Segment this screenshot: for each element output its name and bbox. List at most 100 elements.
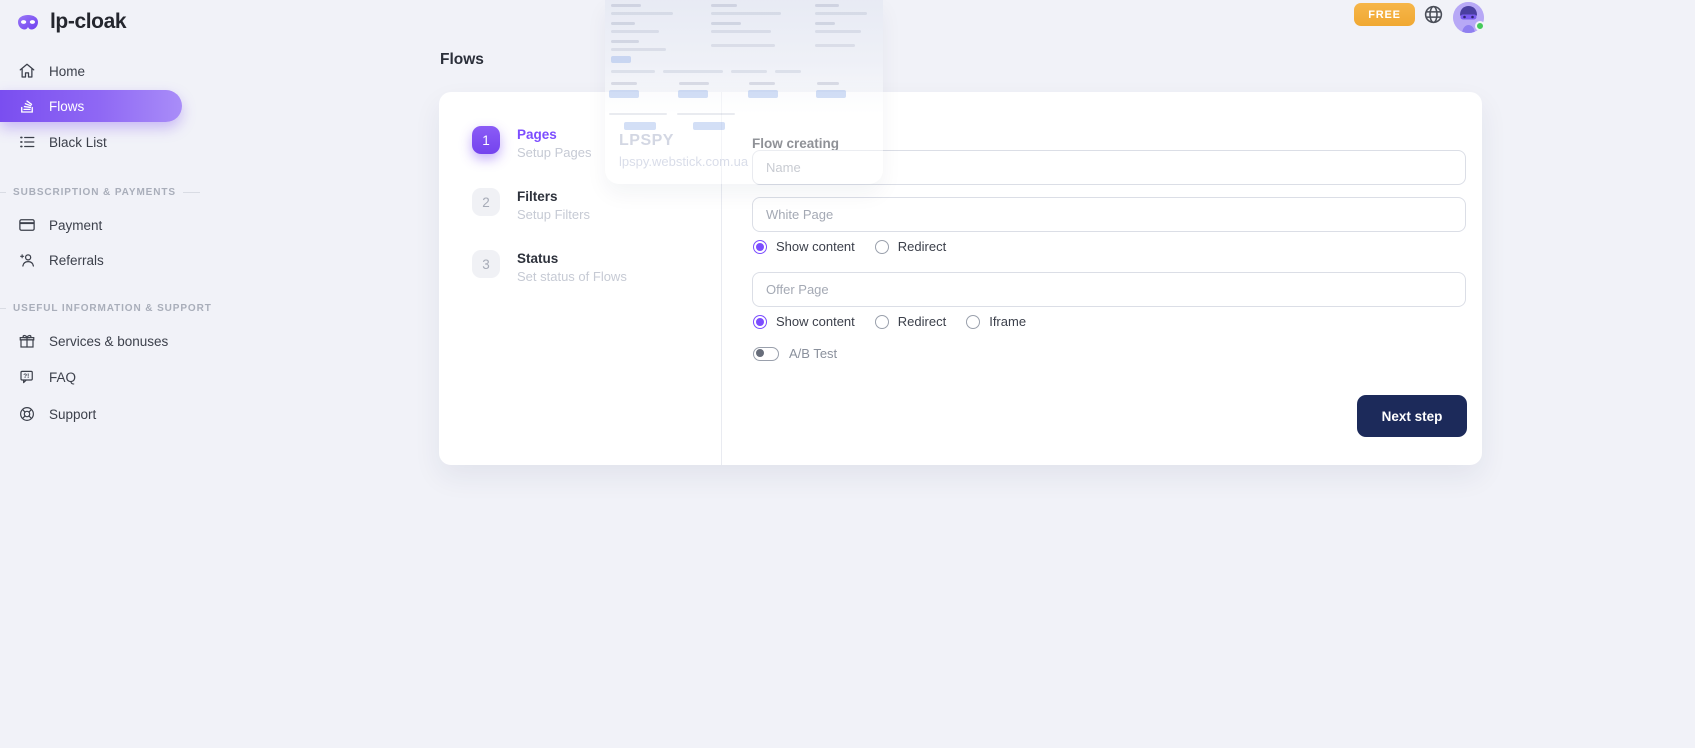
sidebar-item-payment[interactable]: Payment [0, 209, 200, 241]
sidebar-item-label: Flows [49, 98, 85, 114]
sidebar: lp-cloak Home Flows Black List SUBSCRIPT… [0, 0, 211, 748]
ghost-bar [815, 12, 867, 15]
radio-label: Iframe [989, 314, 1027, 329]
sidebar-item-home[interactable]: Home [0, 55, 200, 87]
radio-icon[interactable] [753, 314, 767, 329]
faq-icon: ?! [20, 370, 33, 384]
brand-logo[interactable]: lp-cloak [0, 0, 200, 44]
lifebuoy-icon [20, 407, 34, 421]
white-page-mode-radios: Show content Redirect [753, 239, 966, 254]
sidebar-section-support: USEFUL INFORMATION & SUPPORT [0, 301, 211, 315]
ghost-bar [611, 4, 641, 7]
flow-wizard-card: 1 Pages Setup Pages 2 Filters Setup Filt… [439, 92, 1482, 465]
gift-icon [19, 334, 35, 348]
online-status-dot [1475, 21, 1485, 31]
black-list-icon [20, 136, 35, 148]
radio-label: Redirect [897, 239, 947, 254]
sidebar-item-black-list[interactable]: Black List [0, 126, 200, 158]
radio-label: Redirect [897, 314, 947, 329]
ghost-card-title [817, 82, 839, 85]
brand-name: lp-cloak [50, 10, 127, 33]
sidebar-item-label: FAQ [49, 369, 77, 385]
step-subtitle: Setup Filters [517, 207, 590, 222]
page-title: Flows [440, 51, 484, 68]
ghost-bar [611, 30, 659, 33]
card-divider [721, 92, 722, 465]
step-number-badge: 3 [472, 250, 500, 278]
ab-test-label: A/B Test [789, 346, 838, 361]
toggle-knob [755, 349, 764, 357]
offer-page-input[interactable] [752, 272, 1466, 307]
ghost-bar [711, 4, 737, 7]
ghost-bar [711, 44, 775, 47]
radio-icon[interactable] [966, 314, 981, 329]
flow-name-input[interactable] [752, 150, 1466, 185]
radio-redirect[interactable]: Redirect [874, 239, 947, 254]
globe-icon[interactable] [1423, 4, 1444, 25]
step-subtitle: Set status of Flows [517, 269, 627, 284]
sidebar-item-referrals[interactable]: Referrals [0, 244, 200, 276]
sidebar-item-label: Black List [49, 134, 107, 150]
ghost-bar [711, 12, 781, 15]
sidebar-item-label: Payment [49, 217, 103, 233]
ghost-bar [663, 70, 723, 73]
form-title: Flow creating [752, 135, 840, 151]
ab-test-toggle[interactable] [753, 346, 779, 361]
ghost-bar [815, 30, 861, 33]
ghost-card-title [611, 82, 637, 85]
step-title: Filters [517, 189, 558, 204]
next-step-button[interactable]: Next step [1357, 395, 1467, 437]
sidebar-item-services-bonuses[interactable]: Services & bonuses [0, 325, 200, 357]
white-page-input[interactable] [752, 197, 1466, 232]
sidebar-item-label: Services & bonuses [49, 333, 169, 349]
sidebar-item-support[interactable]: Support [0, 398, 200, 430]
radio-label: Show content [776, 314, 855, 329]
flows-icon [21, 100, 33, 113]
ghost-bar [775, 70, 801, 73]
ghost-bar [711, 30, 771, 33]
ghost-bar [711, 22, 741, 25]
wizard-step-status[interactable]: 3 Status Set status of Flows [472, 250, 627, 284]
ghost-bar [611, 12, 673, 15]
radio-label: Show content [776, 239, 855, 254]
sidebar-item-label: Support [49, 406, 97, 422]
svg-text:?!: ?! [23, 373, 29, 380]
radio-icon[interactable] [874, 239, 889, 254]
radio-show-content[interactable]: Show content [753, 314, 855, 329]
step-number-badge: 1 [472, 126, 500, 154]
home-icon [19, 63, 35, 78]
step-title: Status [517, 251, 559, 266]
mask-icon [18, 15, 38, 30]
offer-page-mode-radios: Show content Redirect Iframe [753, 314, 1046, 329]
ab-test-row: A/B Test [753, 346, 837, 361]
radio-icon[interactable] [753, 239, 767, 254]
sidebar-item-label: Home [49, 63, 86, 79]
plan-badge[interactable]: FREE [1354, 3, 1415, 26]
ghost-bar [611, 48, 666, 51]
sidebar-item-label: Referrals [49, 252, 104, 268]
sidebar-item-faq[interactable]: ?! FAQ [0, 361, 200, 393]
sidebar-item-flows[interactable]: Flows [0, 90, 182, 122]
sidebar-section-subscription: SUBSCRIPTION & PAYMENTS [0, 185, 200, 199]
ghost-bar [611, 70, 655, 73]
radio-redirect[interactable]: Redirect [874, 314, 947, 329]
step-title: Pages [517, 127, 557, 142]
ghost-button [611, 56, 631, 63]
ghost-bar [815, 44, 855, 47]
radio-icon[interactable] [874, 314, 889, 329]
ghost-bar [731, 70, 767, 73]
ghost-bar [815, 22, 835, 25]
ghost-bar [815, 4, 839, 7]
radio-iframe[interactable]: Iframe [966, 314, 1026, 329]
step-number-badge: 2 [472, 188, 500, 216]
wizard-step-pages[interactable]: 1 Pages Setup Pages [472, 126, 591, 160]
ghost-bar [611, 40, 639, 43]
credit-card-icon [19, 219, 35, 231]
radio-show-content[interactable]: Show content [753, 239, 855, 254]
wizard-step-filters[interactable]: 2 Filters Setup Filters [472, 188, 590, 222]
ghost-card-title [749, 82, 775, 85]
ghost-bar [611, 22, 635, 25]
ghost-card-title [679, 82, 709, 85]
step-subtitle: Setup Pages [517, 145, 592, 160]
